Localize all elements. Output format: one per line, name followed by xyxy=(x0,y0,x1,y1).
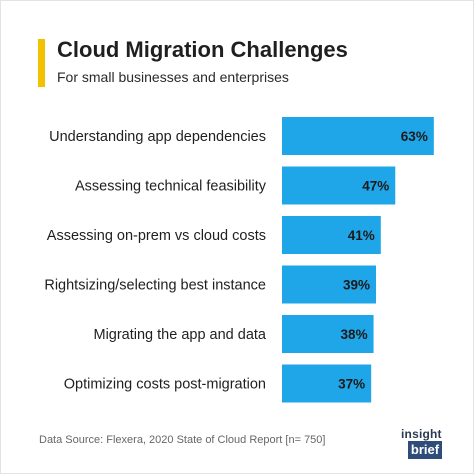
category-label-5: Optimizing costs post-migration xyxy=(64,377,266,393)
value-label-3: 39% xyxy=(343,278,370,293)
data-source-note: Data Source: Flexera, 2020 State of Clou… xyxy=(39,434,326,446)
value-label-1: 47% xyxy=(362,179,389,194)
chart-title: Cloud Migration Challenges xyxy=(57,37,348,62)
bar-5 xyxy=(282,364,372,403)
chart-subtitle: For small businesses and enterprises xyxy=(57,69,289,85)
category-label-0: Understanding app dependencies xyxy=(49,129,266,145)
bar-1 xyxy=(282,166,396,205)
category-label-1: Assessing technical feasibility xyxy=(75,179,267,195)
value-label-0: 63% xyxy=(401,129,428,144)
insight-brief-logo: insight brief xyxy=(401,427,447,463)
bar-2 xyxy=(282,216,381,254)
bar-4 xyxy=(282,315,374,353)
title-accent-bar xyxy=(38,39,45,87)
value-label-4: 38% xyxy=(341,327,368,342)
value-label-5: 37% xyxy=(338,377,365,392)
category-label-4: Migrating the app and data xyxy=(93,327,266,343)
category-label-2: Assessing on-prem vs cloud costs xyxy=(47,228,266,244)
logo-text-bottom: brief xyxy=(408,441,442,459)
bar-3 xyxy=(282,265,376,304)
logo-text-top: insight xyxy=(401,427,442,441)
value-label-2: 41% xyxy=(348,228,375,243)
category-label-3: Rightsizing/selecting best instance xyxy=(44,278,266,294)
bar-0 xyxy=(282,117,434,155)
